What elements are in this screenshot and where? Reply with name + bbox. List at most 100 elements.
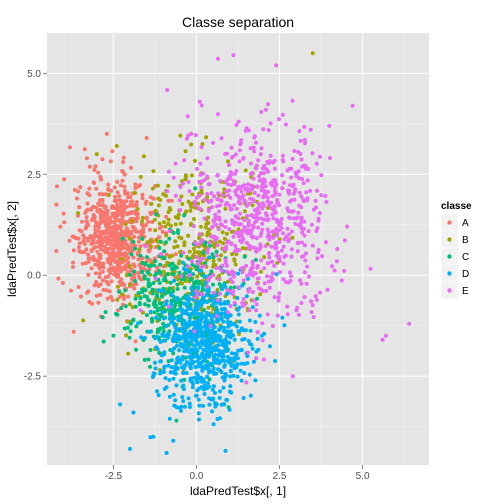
point-D	[181, 399, 186, 404]
y-tick-label: 2.5	[27, 170, 41, 181]
point-B	[106, 192, 111, 197]
point-D	[178, 341, 183, 346]
point-D	[164, 324, 169, 328]
point-E	[290, 98, 295, 103]
point-E	[259, 258, 264, 263]
legend-item-C: C	[440, 247, 469, 266]
point-E	[216, 298, 221, 303]
point-A	[133, 217, 138, 221]
point-E	[270, 212, 275, 217]
point-E	[233, 171, 237, 176]
point-C	[182, 213, 187, 218]
point-E	[224, 245, 229, 249]
point-E	[226, 310, 231, 315]
point-E	[284, 280, 289, 285]
point-D	[142, 336, 147, 340]
point-B	[176, 216, 180, 221]
point-E	[270, 229, 275, 234]
point-C	[168, 280, 173, 285]
point-A	[173, 252, 178, 257]
point-E	[255, 216, 260, 221]
point-E	[228, 277, 233, 282]
point-A	[77, 241, 82, 246]
point-A	[100, 192, 105, 197]
point-D	[167, 378, 172, 382]
point-C	[167, 290, 172, 295]
point-E	[244, 187, 249, 192]
point-D	[237, 305, 242, 310]
point-A	[115, 266, 119, 271]
point-E	[316, 248, 321, 252]
point-E	[292, 197, 297, 202]
point-E	[272, 192, 277, 197]
point-D	[208, 341, 213, 346]
point-A	[84, 261, 88, 266]
point-E	[304, 190, 309, 195]
point-D	[220, 287, 224, 292]
point-A	[80, 250, 84, 255]
point-D	[172, 332, 177, 337]
point-E	[230, 221, 235, 226]
point-A	[166, 198, 171, 203]
point-D	[195, 373, 200, 378]
point-A	[114, 234, 119, 239]
point-D	[218, 339, 222, 344]
point-E	[224, 263, 229, 268]
point-C	[143, 288, 148, 292]
point-D	[228, 374, 233, 379]
point-E	[269, 244, 274, 249]
point-E	[263, 107, 268, 112]
point-E	[299, 254, 304, 259]
point-B	[166, 221, 171, 226]
point-A	[123, 266, 128, 271]
point-D	[209, 317, 214, 322]
point-E	[225, 151, 230, 156]
point-E	[227, 163, 231, 167]
point-E	[237, 231, 242, 236]
point-E	[249, 228, 254, 233]
point-A	[87, 193, 92, 198]
point-B	[161, 269, 166, 274]
point-E	[220, 223, 224, 228]
point-E	[226, 193, 231, 198]
point-B	[76, 211, 81, 216]
point-A	[68, 145, 72, 150]
point-E	[234, 123, 239, 127]
point-E	[187, 273, 192, 278]
point-C	[144, 255, 149, 260]
point-C	[144, 313, 149, 318]
point-D	[221, 319, 226, 324]
point-C	[146, 303, 151, 308]
point-B	[262, 255, 267, 260]
point-E	[277, 240, 282, 244]
point-E	[193, 240, 198, 245]
point-C	[123, 288, 128, 293]
point-D	[230, 356, 235, 361]
point-B	[166, 210, 171, 215]
point-C	[157, 269, 162, 274]
point-D	[234, 352, 239, 357]
point-C	[161, 321, 166, 326]
point-E	[255, 184, 260, 189]
point-E	[305, 178, 310, 183]
point-D	[175, 365, 179, 370]
point-B	[128, 282, 132, 287]
point-E	[299, 194, 304, 199]
point-B	[221, 241, 226, 246]
point-A	[61, 211, 66, 216]
point-E	[248, 146, 253, 151]
point-C	[144, 294, 149, 299]
point-E	[217, 217, 222, 222]
point-A	[103, 231, 108, 236]
point-D	[198, 345, 203, 350]
point-C	[101, 339, 106, 344]
point-E	[239, 189, 244, 194]
point-A	[105, 247, 110, 252]
point-B	[230, 252, 235, 257]
point-E	[277, 192, 282, 197]
point-B	[222, 236, 227, 241]
point-C	[148, 348, 153, 352]
point-A	[121, 160, 126, 164]
point-D	[274, 272, 279, 277]
point-E	[287, 191, 292, 196]
